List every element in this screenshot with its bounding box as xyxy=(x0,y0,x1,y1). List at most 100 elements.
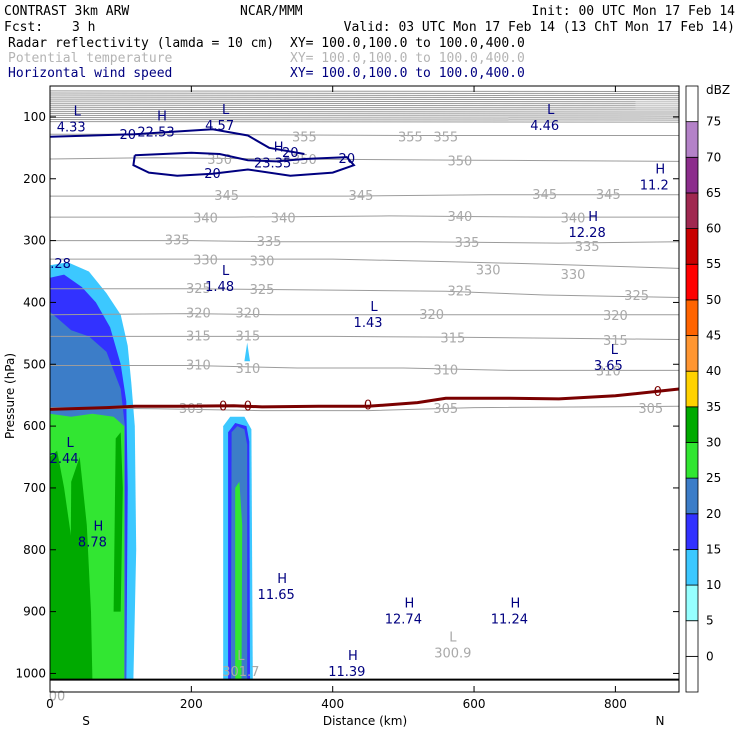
theta-label-310: 310 xyxy=(433,363,458,378)
header: CONTRAST 3km ARW NCAR/MMM Init: 00 UTC M… xyxy=(4,4,735,81)
theta-label-315: 315 xyxy=(186,329,211,344)
theta-label-315: 315 xyxy=(235,329,260,344)
colorbar-swatch xyxy=(685,263,699,301)
field-name-wind: Horizontal wind speed xyxy=(8,66,172,81)
y-axis-label: Pressure (hPa) xyxy=(3,353,17,439)
theta-label-355: 355 xyxy=(433,130,458,145)
theta-contour-335 xyxy=(50,240,680,244)
extremum-H: H xyxy=(655,163,665,178)
theta-label-330: 330 xyxy=(193,253,218,268)
x-tick-label: 600 xyxy=(463,697,486,711)
extremum-value: 4.33 xyxy=(57,120,86,135)
theta-label-325: 325 xyxy=(186,282,211,297)
theta-contour-320 xyxy=(49,313,679,316)
wind-contour-20-loop xyxy=(132,151,356,177)
endpoint-left: S xyxy=(82,714,90,728)
reflectivity-core-30dbz xyxy=(69,457,93,680)
y-tick-label: 800 xyxy=(23,543,46,557)
theta-contour-315 xyxy=(50,335,680,340)
theta-band-line xyxy=(49,94,680,97)
colorbar: dBZ 0 5 10 15 20 25 30 35 40 45 50 55 60 65 70 75 xyxy=(685,83,730,693)
theta-extremum-value: 00 xyxy=(49,689,66,704)
theta-band-line xyxy=(49,110,680,113)
colorbar-swatch xyxy=(685,192,699,229)
extremum-value: 1.43 xyxy=(354,316,383,331)
extremum-value: 11.24 xyxy=(491,613,528,628)
theta-contour-305 xyxy=(49,405,680,412)
colorbar-level: 40 xyxy=(706,364,721,378)
colorbar-swatch xyxy=(685,620,699,657)
colorbar-level: 75 xyxy=(706,115,721,129)
colorbar-level: 35 xyxy=(706,400,721,414)
colorbar-level: 20 xyxy=(706,507,721,521)
theta-label-345: 345 xyxy=(214,189,239,204)
theta-label-335: 335 xyxy=(575,240,600,255)
theta-label-325: 325 xyxy=(250,283,275,298)
extremum-H: H xyxy=(510,597,520,612)
freezing-level-line xyxy=(49,387,680,411)
reflectivity-core-30dbz xyxy=(113,432,123,612)
theta-label-315: 315 xyxy=(603,334,628,349)
theta-band-line xyxy=(49,114,680,117)
field-xy-reflectivity: XY= 100.0,100.0 to 100.0,400.0 xyxy=(290,36,525,51)
x-axis-label: Distance (km) xyxy=(323,714,407,728)
extremum-value: 11.65 xyxy=(258,588,295,603)
theta-label-310: 310 xyxy=(186,359,211,374)
center-name: NCAR/MMM xyxy=(240,4,303,19)
theta-label-335: 335 xyxy=(165,234,190,249)
x-tick-label: 200 xyxy=(180,697,203,711)
theta-band-line xyxy=(49,96,680,99)
theta-band-line xyxy=(49,100,680,103)
extremum-H: H xyxy=(274,140,284,155)
theta-band-line xyxy=(49,108,680,111)
y-tick-label: 1000 xyxy=(15,666,46,680)
extremum-L: L xyxy=(370,300,378,315)
wind-contour-20-upper xyxy=(49,128,305,155)
theta-label-320: 320 xyxy=(603,309,628,324)
theta-label-345: 345 xyxy=(349,189,374,204)
colorbar-unit: dBZ xyxy=(706,83,730,97)
theta-label-350: 350 xyxy=(207,153,232,168)
theta-band-line xyxy=(49,90,680,93)
theta-label-325: 325 xyxy=(624,289,649,304)
wind-label-20: 20 xyxy=(282,146,299,161)
extremum-value: 11.2 xyxy=(640,179,669,194)
theta-contour-325 xyxy=(50,288,680,298)
extremum-value: 4.46 xyxy=(530,119,559,134)
theta-label-335: 335 xyxy=(257,235,282,250)
x-tick-label: 0 xyxy=(46,697,54,711)
x-tick-label: 400 xyxy=(321,697,344,711)
theta-label-340: 340 xyxy=(271,211,296,226)
theta-label-310: 310 xyxy=(596,365,621,380)
plot-background xyxy=(50,86,679,692)
extremum-value: 12.28 xyxy=(569,226,606,241)
extrema-labels: L4.33H22.53L4.57H23.35L4.46H11.2H12.28.2… xyxy=(49,103,669,704)
extremum-H: H xyxy=(94,519,104,534)
extremum-value: 23.35 xyxy=(254,156,291,171)
colorbar-swatch xyxy=(685,228,699,265)
theta-label-340: 340 xyxy=(561,211,586,226)
theta-label-330: 330 xyxy=(561,268,586,283)
colorbar-level: 50 xyxy=(706,293,721,307)
extremum-L: L xyxy=(67,436,75,451)
extremum-value: 11.39 xyxy=(328,665,365,680)
colorbar-level: 0 xyxy=(706,649,714,663)
colorbar-swatch xyxy=(685,156,699,194)
colorbar-level: 70 xyxy=(706,150,721,164)
theta-label-355: 355 xyxy=(398,130,423,145)
theta-contour-350 xyxy=(49,157,680,162)
extremum-H: H xyxy=(588,210,598,225)
field-xy-wind: XY= 100.0,100.0 to 100.0,400.0 xyxy=(290,66,525,81)
colorbar-level: 25 xyxy=(706,471,721,485)
y-tick-label: 700 xyxy=(23,481,46,495)
theta-label-340: 340 xyxy=(447,210,472,225)
theta-contour-310 xyxy=(50,365,679,371)
valid-time: Valid: 03 UTC Mon 17 Feb 14 (13 ChT Mon … xyxy=(344,20,735,35)
theta-contour-330 xyxy=(50,258,680,269)
x-tick-label: 800 xyxy=(604,697,627,711)
reflectivity-region-25dbz xyxy=(235,481,243,680)
wind-label-20: 20 xyxy=(339,152,356,167)
extremum-L: L xyxy=(222,103,230,118)
